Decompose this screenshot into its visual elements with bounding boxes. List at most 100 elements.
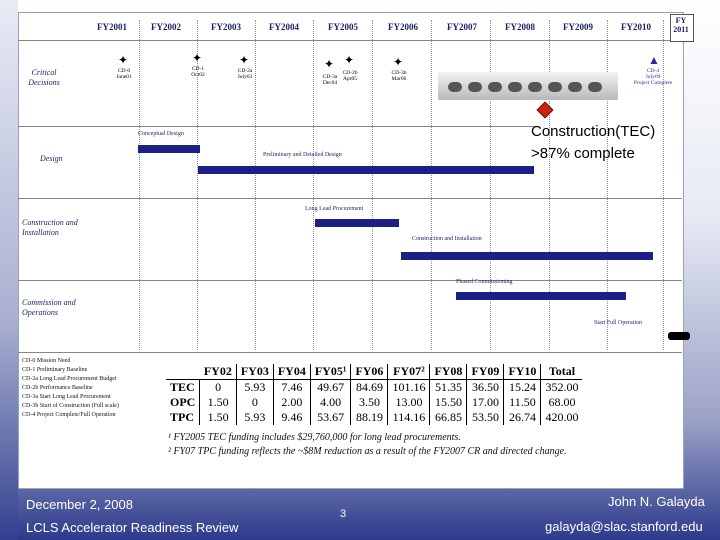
bar-construction-install — [401, 252, 653, 260]
milestone-cd3b: CD-3b Mar06 — [381, 70, 417, 82]
legend-item: CD-4 Project Complete/Full Operation — [22, 412, 116, 418]
fy-2001: FY2001 — [97, 22, 127, 32]
table-header: Total — [540, 364, 583, 380]
table-cell: 0 — [235, 395, 274, 410]
table-cell: 7.46 — [272, 379, 311, 395]
fy-2011-label: FY 2011 — [673, 16, 689, 34]
fy-2010: FY2010 — [621, 22, 651, 32]
bar-label-prelim-design: Preliminary and Detailed Design — [263, 152, 342, 158]
milestone-star-icon: ✦ — [324, 57, 335, 71]
legend-item: CD-2a Long Lead Procurement Budget — [22, 376, 117, 382]
table-cell: 15.50 — [429, 395, 467, 410]
slide-left-band — [0, 0, 18, 540]
milestone-code: CD-3a — [322, 74, 338, 80]
legend-item: CD-0 Mission Need — [22, 358, 71, 364]
grid-line — [139, 20, 140, 350]
row-label: TEC — [166, 379, 201, 395]
table-cell: 1.50 — [207, 410, 229, 424]
table-cell: 1.50 — [207, 395, 229, 409]
funding-table: FY02 FY03 FY04 FY05¹ FY06 FY07² FY08 FY0… — [166, 364, 583, 425]
table-cell: 3.50 — [350, 395, 388, 410]
footer-event: LCLS Accelerator Readiness Review — [26, 520, 239, 535]
table-cell: 26.74 — [503, 410, 541, 425]
page-number: 3 — [340, 508, 347, 520]
footnote-1: ¹ FY2005 TEC funding includes $29,760,00… — [168, 432, 461, 443]
bar-label-phased-commissioning: Phased Commissioning — [456, 279, 513, 285]
bar-long-lead — [315, 219, 399, 227]
table-header: FY09 — [466, 364, 504, 380]
arrow-right-icon — [668, 332, 690, 340]
table-cell: 17.00 — [466, 395, 504, 410]
grid-line — [431, 20, 432, 350]
bar-label-conceptual-design: Conceptual Design — [138, 131, 184, 137]
table-cell: 68.00 — [540, 395, 583, 410]
table-header: FY02 — [199, 364, 237, 380]
row-label-commission: Commission and Operations — [22, 298, 76, 317]
milestone-code: CD-0 — [117, 68, 131, 74]
table-cell: 5.93 — [235, 379, 274, 395]
milestone-date: Apr05 — [342, 76, 358, 82]
milestone-cd0: CD-0 June01 — [106, 68, 142, 80]
milestone-cd1: CD-1 Oct02 — [180, 66, 216, 78]
milestone-code: CD-2a — [237, 68, 253, 74]
bar-conceptual-design — [138, 145, 200, 153]
row-divider — [18, 126, 538, 127]
table-header: FY04 — [272, 364, 311, 380]
table-cell: 15.24 — [503, 379, 541, 395]
grid-line — [549, 20, 550, 350]
footer-email: galayda@slac.stanford.edu — [545, 519, 703, 534]
legend-item: CD-3a Start Long Lead Procurement — [22, 394, 111, 400]
table-cell: 53.67 — [309, 410, 351, 425]
table-cell: 11.50 — [503, 395, 541, 410]
row-label-design: Design — [40, 154, 63, 163]
table-header: FY08 — [429, 364, 467, 380]
milestone-code: CD-1 — [191, 66, 205, 72]
milestone-star-icon: ✦ — [344, 53, 355, 67]
milestone-date: Dec04 — [322, 80, 338, 86]
table-row: TPC 1.50 5.93 9.46 53.67 88.19 114.16 66… — [166, 410, 583, 425]
fy-2009: FY2009 — [563, 22, 593, 32]
milestone-cd3a: CD-3a Dec04 — [312, 74, 348, 86]
fy-2008: FY2008 — [505, 22, 535, 32]
milestone-date: July09 — [645, 74, 661, 80]
table-cell: 352.00 — [540, 379, 583, 395]
row-label: OPC — [166, 395, 201, 410]
milestone-star-icon: ✦ — [239, 53, 250, 67]
bar-phased-commissioning — [456, 292, 626, 300]
footer-date: December 2, 2008 — [26, 497, 133, 512]
table-cell: 420.00 — [540, 410, 583, 425]
table-header: FY05¹ — [309, 364, 351, 380]
row-divider — [18, 40, 682, 41]
table-row: TEC 0 5.93 7.46 49.67 84.69 101.16 51.35… — [166, 379, 583, 395]
row-divider — [18, 198, 682, 199]
milestone-code: CD-4 — [646, 68, 660, 74]
callout-line1: Construction(TEC) — [531, 123, 656, 140]
milestone-star-icon: ✦ — [192, 51, 203, 65]
construction-callout: Construction(TEC) >87% complete — [531, 121, 655, 165]
milestone-star-icon: ✦ — [118, 53, 129, 67]
bar-label-long-lead: Long Lead Procurement — [305, 206, 364, 212]
legend-item: CD-1 Preliminary Baseline — [22, 367, 88, 373]
grid-line — [663, 20, 664, 350]
bar-label-start-full-operation: Start Full Operation — [594, 320, 642, 326]
bar-label-construction-install: Construction and Installation — [412, 236, 482, 242]
grid-line — [197, 20, 198, 350]
footnote-2: ² FY07 TPC funding reflects the ~$8M red… — [168, 446, 567, 457]
table-cell: 0 — [215, 380, 222, 394]
row-label: TPC — [166, 410, 201, 425]
table-cell: 49.67 — [309, 379, 351, 395]
fy-2004: FY2004 — [269, 22, 299, 32]
milestone-cd2a: CD-2a July03 — [227, 68, 263, 80]
table-cell: 9.46 — [272, 410, 311, 425]
grid-line — [490, 20, 491, 350]
table-cell: 2.00 — [272, 395, 311, 410]
row-divider — [18, 352, 682, 353]
callout-line2: >87% complete — [531, 145, 635, 162]
milestone-star-icon: ▲ — [648, 53, 660, 67]
table-cell: 88.19 — [350, 410, 388, 425]
table-row: OPC 1.50 0 2.00 4.00 3.50 13.00 15.50 17… — [166, 395, 583, 410]
table-cell: 66.85 — [429, 410, 467, 425]
table-cell: 51.35 — [429, 379, 467, 395]
grid-line — [313, 20, 314, 350]
fy-2011-box — [670, 14, 694, 42]
